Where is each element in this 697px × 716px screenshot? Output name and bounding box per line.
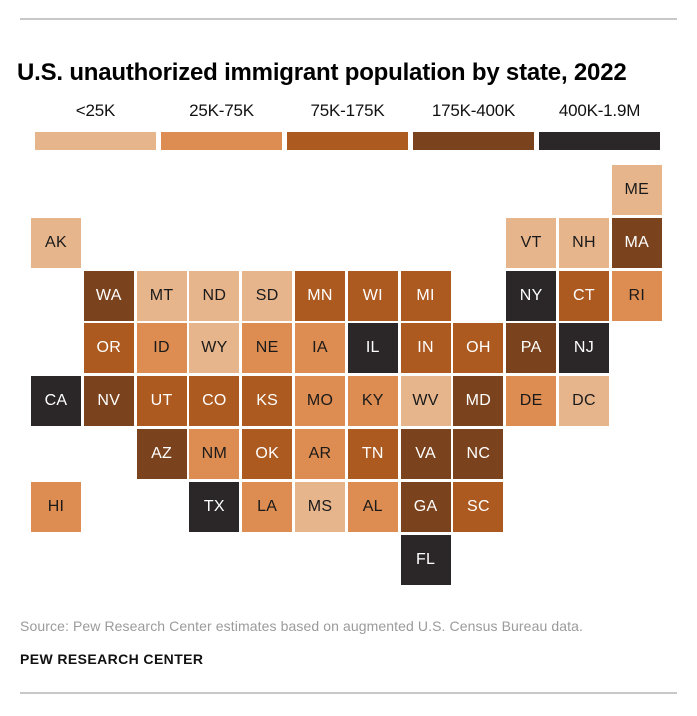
- legend: <25K 25K-75K 75K-175K 175K-400K 400K-1.9M: [35, 101, 660, 150]
- state-tile-la: LA: [242, 481, 293, 532]
- state-tile-ok: OK: [242, 429, 293, 479]
- state-tile-ri: RI: [611, 270, 662, 321]
- state-tile-ct: CT: [559, 270, 609, 321]
- state-tile-ma: MA: [611, 217, 662, 268]
- legend-category-label: 25K-75K: [189, 101, 254, 120]
- legend-color-swatch: [161, 132, 282, 150]
- state-tile-ut: UT: [136, 376, 187, 427]
- page-title: U.S. unauthorized immigrant population b…: [17, 59, 627, 87]
- state-tile-wi: WI: [347, 270, 398, 321]
- state-tile-hi: HI: [31, 481, 81, 532]
- source-note: Source: Pew Research Center estimates ba…: [20, 618, 583, 634]
- state-tile-in: IN: [400, 323, 451, 374]
- state-tile-sc: SC: [453, 481, 504, 532]
- state-tile-me: ME: [611, 165, 662, 215]
- state-tile-tn: TN: [347, 429, 398, 479]
- state-tile-nj: NJ: [559, 323, 609, 374]
- state-tile-al: AL: [347, 481, 398, 532]
- state-tile-de: DE: [506, 376, 557, 427]
- legend-category-label: 400K-1.9M: [558, 101, 641, 120]
- state-tile-ga: GA: [400, 481, 451, 532]
- state-tile-ks: KS: [242, 376, 293, 427]
- legend-color-swatch: [287, 132, 408, 150]
- state-tile-md: MD: [453, 376, 504, 427]
- state-tile-az: AZ: [136, 429, 187, 479]
- top-divider: [20, 18, 677, 20]
- state-tile-va: VA: [400, 429, 451, 479]
- tile-map: ME AK VT NH MA WA MT ND SD MN WI MI NY CT RI OR ID WY NE IA…: [31, 165, 664, 586]
- state-tile-wy: WY: [189, 323, 240, 374]
- state-tile-ia: IA: [295, 323, 345, 374]
- state-tile-ms: MS: [295, 481, 345, 532]
- state-tile-tx: TX: [189, 481, 240, 532]
- legend-category-label: 75K-175K: [310, 101, 385, 120]
- state-tile-nh: NH: [559, 217, 609, 268]
- legend-item: 175K-400K: [413, 101, 534, 150]
- legend-item: 400K-1.9M: [539, 101, 660, 150]
- state-tile-dc: DC: [559, 376, 609, 427]
- state-tile-id: ID: [136, 323, 187, 374]
- state-tile-nc: NC: [453, 429, 504, 479]
- state-tile-ky: KY: [347, 376, 398, 427]
- state-tile-nm: NM: [189, 429, 240, 479]
- legend-color-swatch: [35, 132, 156, 150]
- legend-color-swatch: [413, 132, 534, 150]
- state-tile-sd: SD: [242, 270, 293, 321]
- state-tile-mo: MO: [295, 376, 345, 427]
- state-tile-ca: CA: [31, 376, 81, 427]
- state-tile-ar: AR: [295, 429, 345, 479]
- legend-color-swatch: [539, 132, 660, 150]
- state-tile-ne: NE: [242, 323, 293, 374]
- legend-item: 75K-175K: [287, 101, 408, 150]
- legend-category-label: <25K: [75, 101, 116, 120]
- state-tile-oh: OH: [453, 323, 504, 374]
- state-tile-ak: AK: [31, 217, 81, 268]
- state-tile-mi: MI: [400, 270, 451, 321]
- state-tile-mt: MT: [136, 270, 187, 321]
- state-tile-wv: WV: [400, 376, 451, 427]
- bottom-divider: [20, 692, 677, 694]
- state-tile-ny: NY: [506, 270, 557, 321]
- state-tile-fl: FL: [400, 534, 451, 585]
- legend-category-label: 175K-400K: [431, 101, 516, 120]
- state-tile-wa: WA: [83, 270, 134, 321]
- state-tile-or: OR: [83, 323, 134, 374]
- state-tile-vt: VT: [506, 217, 557, 268]
- legend-item: 25K-75K: [161, 101, 282, 150]
- state-tile-pa: PA: [506, 323, 557, 374]
- state-tile-il: IL: [347, 323, 398, 374]
- brand-label: PEW RESEARCH CENTER: [20, 651, 204, 667]
- state-tile-mn: MN: [295, 270, 345, 321]
- state-tile-nd: ND: [189, 270, 240, 321]
- legend-item: <25K: [35, 101, 156, 150]
- state-tile-nv: NV: [83, 376, 134, 427]
- state-tile-co: CO: [189, 376, 240, 427]
